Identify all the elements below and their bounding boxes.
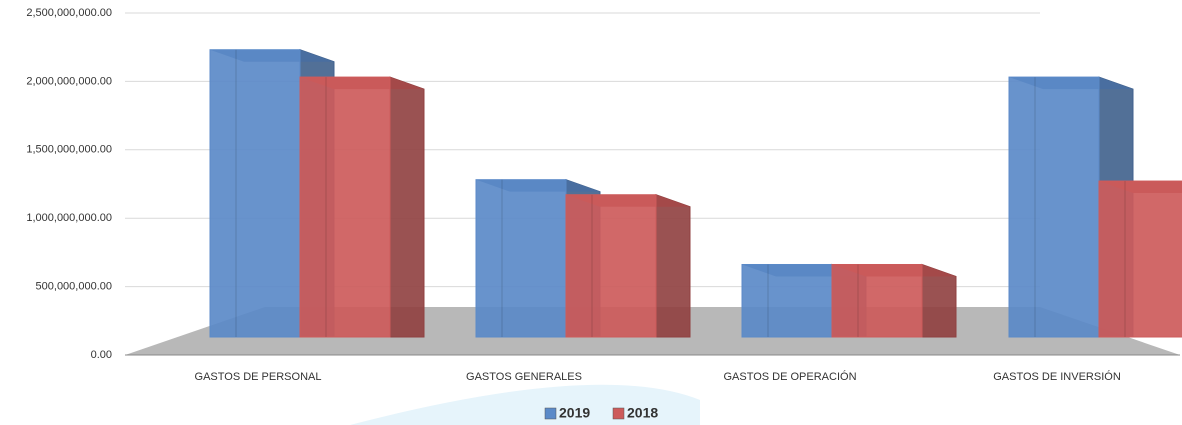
bar-face	[1098, 180, 1182, 338]
x-tick-label: GASTOS DE OPERACIÓN	[723, 370, 856, 383]
bar	[565, 194, 691, 338]
watermark	[350, 384, 700, 425]
bar-face	[741, 263, 833, 338]
bar	[1008, 76, 1134, 338]
bar	[1098, 180, 1182, 338]
bar	[299, 76, 425, 338]
bar-face	[389, 76, 425, 338]
bar-face	[565, 194, 657, 338]
bar-face	[209, 49, 301, 338]
y-tick-label: 0.00	[91, 349, 112, 361]
legend-swatch	[544, 407, 557, 420]
legend-label: 2018	[627, 405, 658, 421]
bar-face	[475, 179, 567, 338]
bar-face	[831, 263, 923, 338]
bar-face	[1008, 76, 1100, 338]
y-tick-label: 2,000,000,000.00	[26, 75, 112, 87]
x-tick-label: GASTOS DE PERSONAL	[195, 371, 322, 383]
bar-face	[299, 76, 391, 338]
y-tick-label: 500,000,000.00	[36, 281, 112, 293]
y-tick-label: 1,000,000,000.00	[26, 212, 112, 224]
x-tick-label: GASTOS DE INVERSIÓN	[993, 370, 1121, 383]
x-tick-label: GASTOS GENERALES	[466, 371, 582, 383]
legend-label: 2019	[559, 405, 590, 421]
legend-swatch	[612, 407, 625, 420]
bar-face	[655, 194, 691, 338]
bar	[831, 263, 957, 338]
y-tick-label: 1,500,000,000.00	[26, 144, 112, 156]
y-tick-label: 2,500,000,000.00	[26, 7, 112, 19]
